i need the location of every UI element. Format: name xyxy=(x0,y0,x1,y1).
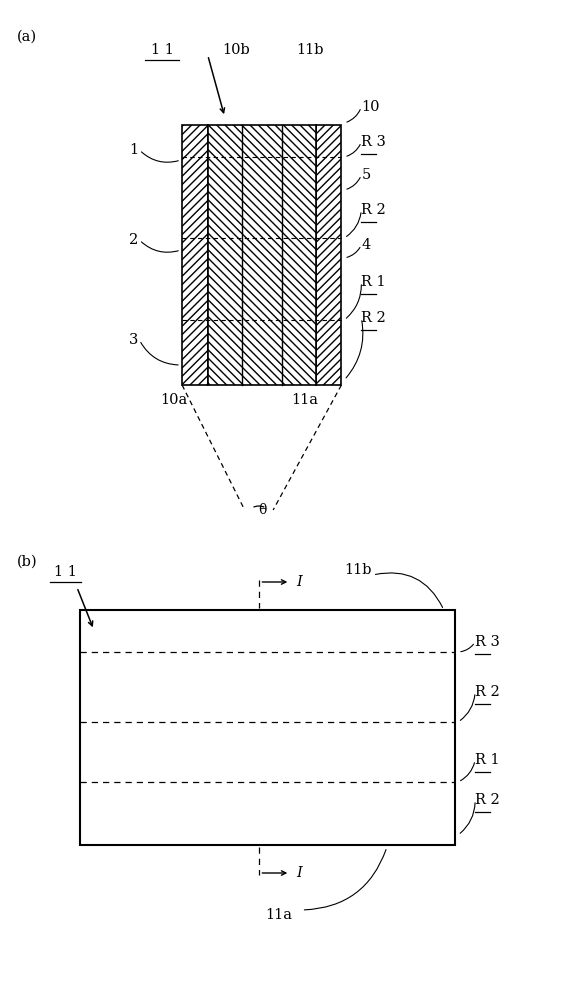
Text: 11b: 11b xyxy=(345,563,372,577)
Text: R 3: R 3 xyxy=(361,135,386,149)
Polygon shape xyxy=(80,610,455,845)
Text: (a): (a) xyxy=(17,30,37,44)
Text: θ: θ xyxy=(259,503,267,517)
Text: 4: 4 xyxy=(361,238,370,252)
Text: I: I xyxy=(296,866,302,880)
Text: I: I xyxy=(296,575,302,589)
Text: R 3: R 3 xyxy=(475,635,500,649)
Text: 5: 5 xyxy=(361,168,370,182)
Text: 11a: 11a xyxy=(265,908,292,922)
Text: R 1: R 1 xyxy=(475,753,500,767)
Text: R 2: R 2 xyxy=(475,685,500,699)
Text: 11a: 11a xyxy=(291,393,318,407)
Text: 10: 10 xyxy=(361,100,380,114)
Polygon shape xyxy=(316,125,341,385)
Text: R 2: R 2 xyxy=(475,793,500,807)
Text: 3: 3 xyxy=(129,333,138,347)
Text: 2: 2 xyxy=(129,233,138,247)
Text: 10a: 10a xyxy=(160,393,187,407)
Text: R 1: R 1 xyxy=(361,275,386,289)
Text: 1: 1 xyxy=(129,143,138,157)
Text: 11b: 11b xyxy=(296,43,324,57)
Polygon shape xyxy=(208,125,316,385)
Text: 1 1: 1 1 xyxy=(151,43,174,57)
Text: R 2: R 2 xyxy=(361,311,386,325)
Text: 1 1: 1 1 xyxy=(54,565,77,579)
Text: 10b: 10b xyxy=(222,43,250,57)
Polygon shape xyxy=(182,125,208,385)
Text: R 2: R 2 xyxy=(361,203,386,217)
Text: (b): (b) xyxy=(17,555,38,569)
